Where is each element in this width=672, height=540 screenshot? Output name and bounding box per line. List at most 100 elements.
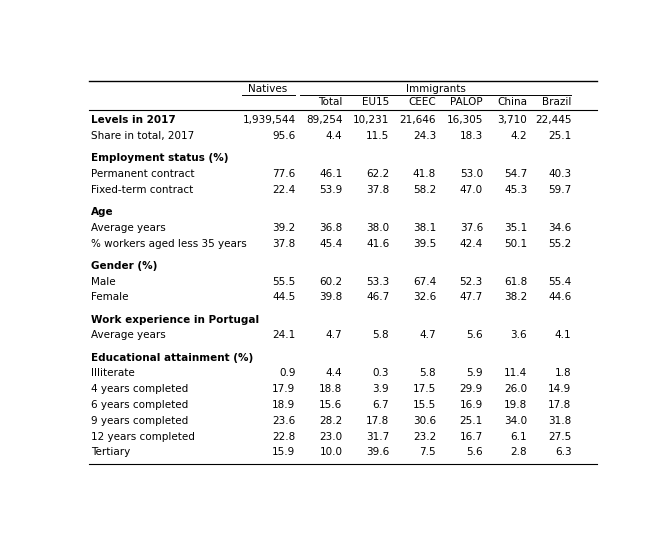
Text: Fixed-term contract: Fixed-term contract	[91, 185, 193, 195]
Text: 45.4: 45.4	[319, 239, 342, 248]
Text: Average years: Average years	[91, 222, 165, 233]
Text: 59.7: 59.7	[548, 185, 571, 195]
Text: 34.0: 34.0	[504, 416, 528, 426]
Text: 21,646: 21,646	[400, 115, 436, 125]
Text: Share in total, 2017: Share in total, 2017	[91, 131, 194, 141]
Text: 24.1: 24.1	[272, 330, 296, 340]
Text: 44.6: 44.6	[548, 292, 571, 302]
Text: 10,231: 10,231	[353, 115, 389, 125]
Text: 39.8: 39.8	[319, 292, 342, 302]
Text: 37.8: 37.8	[366, 185, 389, 195]
Text: 58.2: 58.2	[413, 185, 436, 195]
Text: 19.8: 19.8	[504, 400, 528, 410]
Text: 44.5: 44.5	[272, 292, 296, 302]
Text: Work experience in Portugal: Work experience in Portugal	[91, 314, 259, 325]
Text: 18.3: 18.3	[460, 131, 483, 141]
Text: 31.8: 31.8	[548, 416, 571, 426]
Text: 16,305: 16,305	[447, 115, 483, 125]
Text: 25.1: 25.1	[548, 131, 571, 141]
Text: 1,939,544: 1,939,544	[243, 115, 296, 125]
Text: 5.9: 5.9	[466, 368, 483, 379]
Text: % workers aged less 35 years: % workers aged less 35 years	[91, 239, 247, 248]
Text: 4.1: 4.1	[555, 330, 571, 340]
Text: 45.3: 45.3	[504, 185, 528, 195]
Text: 4.7: 4.7	[419, 330, 436, 340]
Text: 77.6: 77.6	[272, 169, 296, 179]
Text: 55.2: 55.2	[548, 239, 571, 248]
Text: 34.6: 34.6	[548, 222, 571, 233]
Text: Educational attainment (%): Educational attainment (%)	[91, 353, 253, 362]
Text: 53.0: 53.0	[460, 169, 483, 179]
Text: Gender (%): Gender (%)	[91, 261, 157, 271]
Text: 17.8: 17.8	[366, 416, 389, 426]
Text: 40.3: 40.3	[548, 169, 571, 179]
Text: 5.6: 5.6	[466, 447, 483, 457]
Text: 22,445: 22,445	[535, 115, 571, 125]
Text: 50.1: 50.1	[504, 239, 528, 248]
Text: 0.9: 0.9	[279, 368, 296, 379]
Text: 38.1: 38.1	[413, 222, 436, 233]
Text: 4.2: 4.2	[511, 131, 528, 141]
Text: Age: Age	[91, 207, 114, 217]
Text: 23.2: 23.2	[413, 431, 436, 442]
Text: 6.3: 6.3	[555, 447, 571, 457]
Text: 4.4: 4.4	[326, 131, 342, 141]
Text: 35.1: 35.1	[504, 222, 528, 233]
Text: Employment status (%): Employment status (%)	[91, 153, 228, 163]
Text: 16.7: 16.7	[460, 431, 483, 442]
Text: 37.8: 37.8	[272, 239, 296, 248]
Text: 4.4: 4.4	[326, 368, 342, 379]
Text: PALOP: PALOP	[450, 97, 483, 107]
Text: 28.2: 28.2	[319, 416, 342, 426]
Text: Tertiary: Tertiary	[91, 447, 130, 457]
Text: 32.6: 32.6	[413, 292, 436, 302]
Text: 30.6: 30.6	[413, 416, 436, 426]
Text: 67.4: 67.4	[413, 276, 436, 287]
Text: 38.0: 38.0	[366, 222, 389, 233]
Text: Permanent contract: Permanent contract	[91, 169, 194, 179]
Text: Brazil: Brazil	[542, 97, 571, 107]
Text: 52.3: 52.3	[460, 276, 483, 287]
Text: Illiterate: Illiterate	[91, 368, 134, 379]
Text: 9 years completed: 9 years completed	[91, 416, 188, 426]
Text: 39.6: 39.6	[366, 447, 389, 457]
Text: 16.9: 16.9	[460, 400, 483, 410]
Text: 26.0: 26.0	[504, 384, 528, 394]
Text: 2.8: 2.8	[511, 447, 528, 457]
Text: 42.4: 42.4	[460, 239, 483, 248]
Text: 25.1: 25.1	[460, 416, 483, 426]
Text: 11.5: 11.5	[366, 131, 389, 141]
Text: 27.5: 27.5	[548, 431, 571, 442]
Text: 55.5: 55.5	[272, 276, 296, 287]
Text: 62.2: 62.2	[366, 169, 389, 179]
Text: 10.0: 10.0	[319, 447, 342, 457]
Text: 3.9: 3.9	[372, 384, 389, 394]
Text: 18.9: 18.9	[272, 400, 296, 410]
Text: 22.4: 22.4	[272, 185, 296, 195]
Text: 24.3: 24.3	[413, 131, 436, 141]
Text: 3,710: 3,710	[497, 115, 528, 125]
Text: 55.4: 55.4	[548, 276, 571, 287]
Text: 22.8: 22.8	[272, 431, 296, 442]
Text: 6 years completed: 6 years completed	[91, 400, 188, 410]
Text: 12 years completed: 12 years completed	[91, 431, 195, 442]
Text: 47.7: 47.7	[460, 292, 483, 302]
Text: 7.5: 7.5	[419, 447, 436, 457]
Text: China: China	[497, 97, 528, 107]
Text: 46.7: 46.7	[366, 292, 389, 302]
Text: 53.3: 53.3	[366, 276, 389, 287]
Text: 5.8: 5.8	[419, 368, 436, 379]
Text: 39.2: 39.2	[272, 222, 296, 233]
Text: 4.7: 4.7	[326, 330, 342, 340]
Text: 23.6: 23.6	[272, 416, 296, 426]
Text: 17.9: 17.9	[272, 384, 296, 394]
Text: 29.9: 29.9	[460, 384, 483, 394]
Text: 14.9: 14.9	[548, 384, 571, 394]
Text: Female: Female	[91, 292, 128, 302]
Text: 54.7: 54.7	[504, 169, 528, 179]
Text: 1.8: 1.8	[555, 368, 571, 379]
Text: 38.2: 38.2	[504, 292, 528, 302]
Text: Levels in 2017: Levels in 2017	[91, 115, 175, 125]
Text: CEEC: CEEC	[409, 97, 436, 107]
Text: 0.3: 0.3	[373, 368, 389, 379]
